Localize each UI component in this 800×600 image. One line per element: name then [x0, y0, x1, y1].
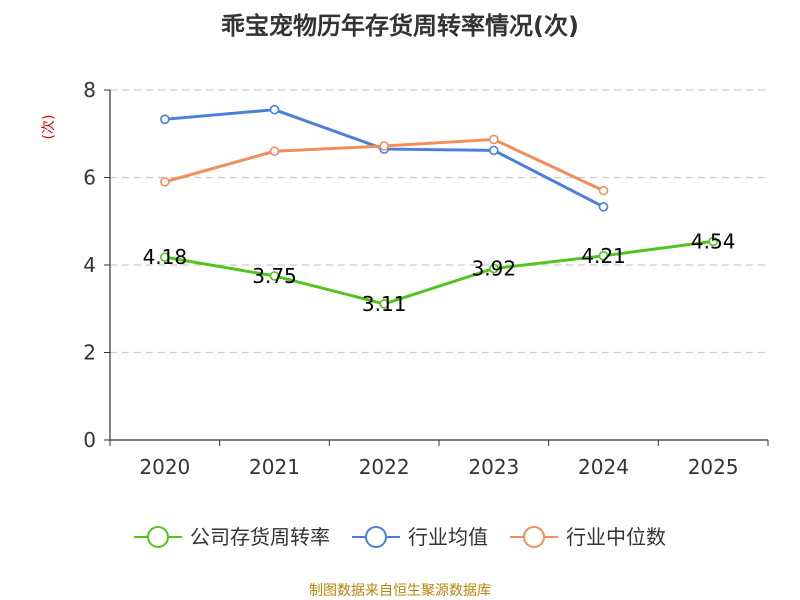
legend-label: 行业中位数: [566, 525, 666, 549]
data-point[interactable]: [160, 252, 170, 262]
legend-item-0[interactable]: 公司存货周转率: [134, 525, 330, 549]
y-tick-label: 0: [83, 428, 96, 452]
data-point[interactable]: [489, 263, 499, 274]
data-label: 4.18: [143, 245, 188, 269]
data-point[interactable]: [598, 202, 609, 212]
legend-marker-icon: [523, 526, 545, 548]
chart-title: 乖宝宠物历年存货周转率情况(次): [221, 12, 579, 40]
data-point[interactable]: [598, 185, 609, 196]
x-tick-label: 2023: [468, 455, 519, 479]
x-tick-label: 2024: [578, 455, 629, 479]
data-point[interactable]: [160, 114, 170, 125]
source-note: 制图数据来自恒生聚源数据库: [309, 583, 491, 599]
x-tick-label: 2022: [359, 455, 410, 479]
gridlines: [110, 89, 768, 354]
data-point[interactable]: [489, 134, 499, 145]
legend-marker-icon: [147, 526, 169, 548]
data-point[interactable]: [269, 146, 280, 157]
data-point[interactable]: [379, 299, 389, 309]
x-tick-label: 2021: [249, 455, 300, 479]
data-label: 4.21: [581, 244, 626, 268]
series-line: [164, 108, 605, 209]
data-label: 3.75: [252, 264, 297, 288]
legend-item-2[interactable]: 行业中位数: [510, 525, 666, 549]
data-label: 3.92: [472, 257, 517, 281]
legend[interactable]: 公司存货周转率 行业均值 行业中位数: [134, 525, 666, 549]
x-tick-label: 2025: [688, 455, 739, 479]
legend-label: 公司存货周转率: [190, 525, 330, 549]
data-point[interactable]: [160, 177, 170, 187]
series-0: [160, 236, 718, 309]
legend-label: 行业均值: [408, 525, 488, 549]
axes: 0 2 4 6 8 2020 2021 2022 2023 2024 2025: [83, 78, 769, 479]
series-1: [160, 104, 609, 212]
y-tick-label: 4: [83, 253, 96, 277]
data-label: 4.54: [691, 229, 736, 253]
data-point[interactable]: [269, 271, 280, 281]
data-point[interactable]: [269, 104, 280, 115]
series-line: [164, 239, 714, 306]
data-point[interactable]: [708, 236, 718, 247]
data-labels: 4.18 3.75 3.11 3.92 4.21 4.54: [143, 229, 736, 316]
data-point[interactable]: [598, 251, 609, 261]
legend-marker-icon: [365, 526, 387, 548]
y-tick-label: 2: [83, 341, 96, 365]
y-tick-label: 6: [83, 166, 96, 190]
legend-item-1[interactable]: 行业均值: [352, 525, 488, 549]
y-tick-label: 8: [83, 78, 96, 102]
data-label: 3.11: [362, 292, 407, 316]
x-tick-label: 2020: [139, 455, 190, 479]
data-point[interactable]: [379, 141, 389, 151]
y-axis-label: (次): [41, 115, 57, 140]
data-point[interactable]: [489, 145, 499, 156]
series-2: [160, 134, 609, 196]
series-lines: [160, 104, 718, 309]
